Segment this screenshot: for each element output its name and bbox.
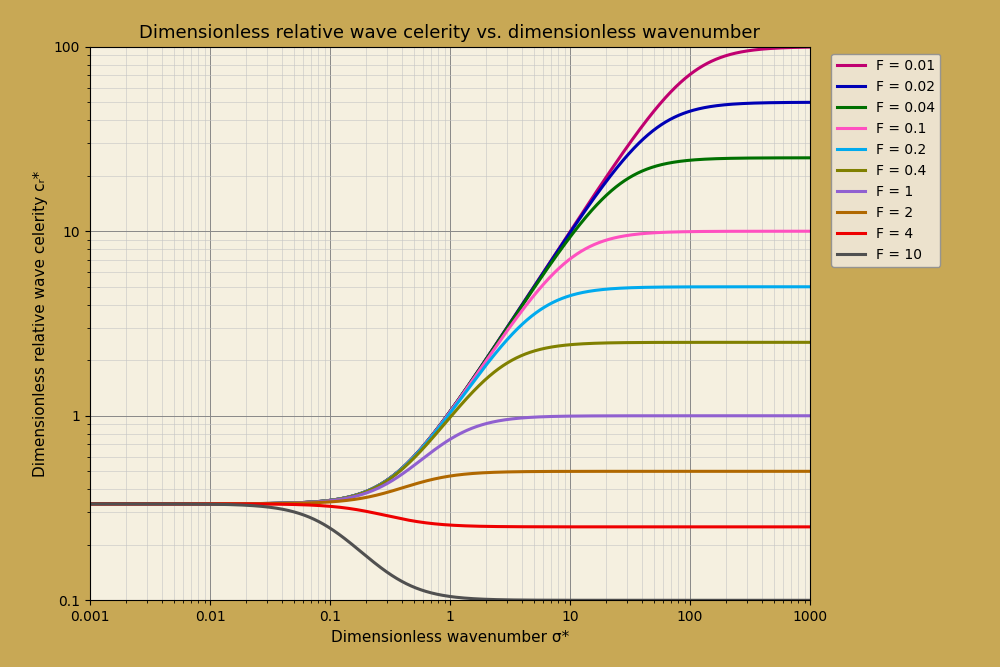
- F = 0.01: [84, 500, 96, 508]
- F = 10: [166, 500, 178, 508]
- F = 4: [790, 523, 802, 531]
- F = 10: [712, 596, 724, 604]
- F = 0.02: [360, 488, 372, 496]
- F = 0.4: [712, 338, 724, 346]
- F = 4: [209, 500, 221, 508]
- F = 0.04: [804, 154, 816, 162]
- Line: F = 0.2: F = 0.2: [90, 287, 810, 504]
- F = 4: [804, 523, 816, 531]
- F = 0.04: [391, 468, 403, 476]
- F = 0.02: [790, 99, 802, 107]
- F = 0.02: [804, 98, 816, 106]
- F = 0.1: [209, 500, 221, 508]
- Line: F = 0.02: F = 0.02: [90, 102, 810, 504]
- F = 10: [391, 575, 403, 583]
- F = 10: [804, 596, 816, 604]
- F = 1: [804, 412, 816, 420]
- F = 0.02: [84, 500, 96, 508]
- Line: F = 4: F = 4: [90, 504, 810, 527]
- F = 4: [360, 508, 372, 516]
- F = 4: [166, 500, 178, 508]
- F = 0.02: [712, 101, 724, 109]
- X-axis label: Dimensionless wavenumber σ*: Dimensionless wavenumber σ*: [331, 630, 569, 644]
- Line: F = 2: F = 2: [90, 472, 810, 504]
- Line: F = 1: F = 1: [90, 416, 810, 504]
- F = 0.1: [790, 227, 802, 235]
- F = 1: [360, 489, 372, 497]
- F = 0.1: [84, 500, 96, 508]
- F = 2: [712, 468, 724, 476]
- F = 2: [360, 494, 372, 502]
- F = 0.01: [209, 500, 221, 508]
- F = 0.2: [804, 283, 816, 291]
- F = 0.01: [166, 500, 178, 508]
- F = 1: [712, 412, 724, 420]
- F = 1: [84, 500, 96, 508]
- F = 0.4: [209, 500, 221, 508]
- Title: Dimensionless relative wave celerity vs. dimensionless wavenumber: Dimensionless relative wave celerity vs.…: [139, 25, 761, 43]
- F = 0.4: [166, 500, 178, 508]
- F = 0.02: [166, 500, 178, 508]
- Line: F = 0.04: F = 0.04: [90, 158, 810, 504]
- F = 0.1: [804, 227, 816, 235]
- F = 0.04: [360, 488, 372, 496]
- F = 0.4: [790, 338, 802, 346]
- F = 10: [790, 596, 802, 604]
- F = 0.1: [712, 227, 724, 235]
- F = 0.4: [360, 488, 372, 496]
- F = 10: [360, 552, 372, 560]
- F = 0.1: [166, 500, 178, 508]
- F = 0.2: [790, 283, 802, 291]
- F = 4: [712, 523, 724, 531]
- F = 0.4: [804, 338, 816, 346]
- F = 0.04: [84, 500, 96, 508]
- F = 0.01: [790, 43, 802, 51]
- Y-axis label: Dimensionless relative wave celerity cᵣ*: Dimensionless relative wave celerity cᵣ*: [33, 170, 48, 477]
- F = 1: [790, 412, 802, 420]
- F = 1: [166, 500, 178, 508]
- F = 2: [166, 500, 178, 508]
- Line: F = 10: F = 10: [90, 504, 810, 600]
- F = 4: [391, 514, 403, 522]
- Line: F = 0.4: F = 0.4: [90, 342, 810, 504]
- F = 0.2: [209, 500, 221, 508]
- Line: F = 0.1: F = 0.1: [90, 231, 810, 504]
- Legend: F = 0.01, F = 0.02, F = 0.04, F = 0.1, F = 0.2, F = 0.4, F = 1, F = 2, F = 4, F : F = 0.01, F = 0.02, F = 0.04, F = 0.1, F…: [831, 53, 940, 267]
- F = 0.2: [84, 500, 96, 508]
- F = 2: [209, 500, 221, 508]
- F = 0.01: [391, 468, 403, 476]
- F = 0.01: [804, 43, 816, 51]
- F = 0.02: [391, 468, 403, 476]
- F = 0.1: [360, 488, 372, 496]
- F = 0.2: [166, 500, 178, 508]
- Line: F = 0.01: F = 0.01: [90, 47, 810, 504]
- F = 0.4: [84, 500, 96, 508]
- F = 1: [391, 474, 403, 482]
- F = 4: [84, 500, 96, 508]
- F = 1: [209, 500, 221, 508]
- F = 0.2: [360, 488, 372, 496]
- F = 0.2: [712, 283, 724, 291]
- F = 0.02: [209, 500, 221, 508]
- F = 0.04: [712, 155, 724, 163]
- F = 2: [84, 500, 96, 508]
- F = 0.04: [209, 500, 221, 508]
- F = 10: [209, 500, 221, 508]
- F = 2: [804, 468, 816, 476]
- F = 0.04: [790, 154, 802, 162]
- F = 2: [790, 468, 802, 476]
- F = 0.1: [391, 468, 403, 476]
- F = 2: [391, 486, 403, 494]
- F = 0.01: [360, 488, 372, 496]
- F = 0.01: [712, 54, 724, 62]
- F = 10: [84, 500, 96, 508]
- F = 0.2: [391, 469, 403, 477]
- F = 0.4: [391, 469, 403, 477]
- F = 0.04: [166, 500, 178, 508]
